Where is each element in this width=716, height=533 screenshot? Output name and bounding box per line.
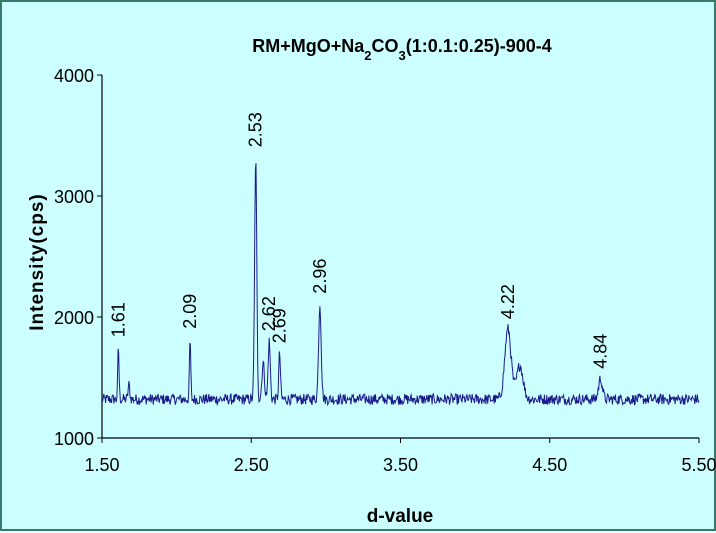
peak-label: 2.69: [270, 308, 290, 343]
x-axis-title: d-value: [367, 506, 434, 527]
axis-ticks: 1.50 2.50 3.50 4.50 5.50 1000 2000 3000 4000: [54, 66, 716, 475]
x-tick-label: 2.50: [234, 455, 269, 475]
y-axis-title: Intensity(cps): [27, 193, 48, 331]
peak-label: 2.96: [310, 259, 330, 294]
x-tick-label: 4.50: [532, 455, 567, 475]
x-tick-label: 3.50: [383, 455, 418, 475]
y-tick-label: 4000: [54, 66, 94, 86]
peak-labels: 1.61 2.09 2.53 2.622.69 2.96 4.22 4.84: [108, 112, 610, 368]
series-line: [101, 163, 700, 407]
peak-label: 2.62: [259, 296, 279, 331]
peak-label: 2.09: [180, 294, 200, 329]
chart-title: RM+MgO+Na2CO3(1:0.1:0.25)-900-4: [252, 36, 552, 63]
peak-label: 2.53: [246, 112, 266, 147]
peak-label: 1.61: [108, 302, 128, 337]
peak-label: 4.22: [498, 284, 518, 319]
peak-label: 4.84: [590, 334, 610, 369]
x-tick-label: 5.50: [681, 455, 716, 475]
y-tick-label: 1000: [54, 429, 94, 449]
x-tick-label: 1.50: [84, 455, 119, 475]
y-tick-label: 2000: [54, 308, 94, 328]
y-tick-label: 3000: [54, 187, 94, 207]
